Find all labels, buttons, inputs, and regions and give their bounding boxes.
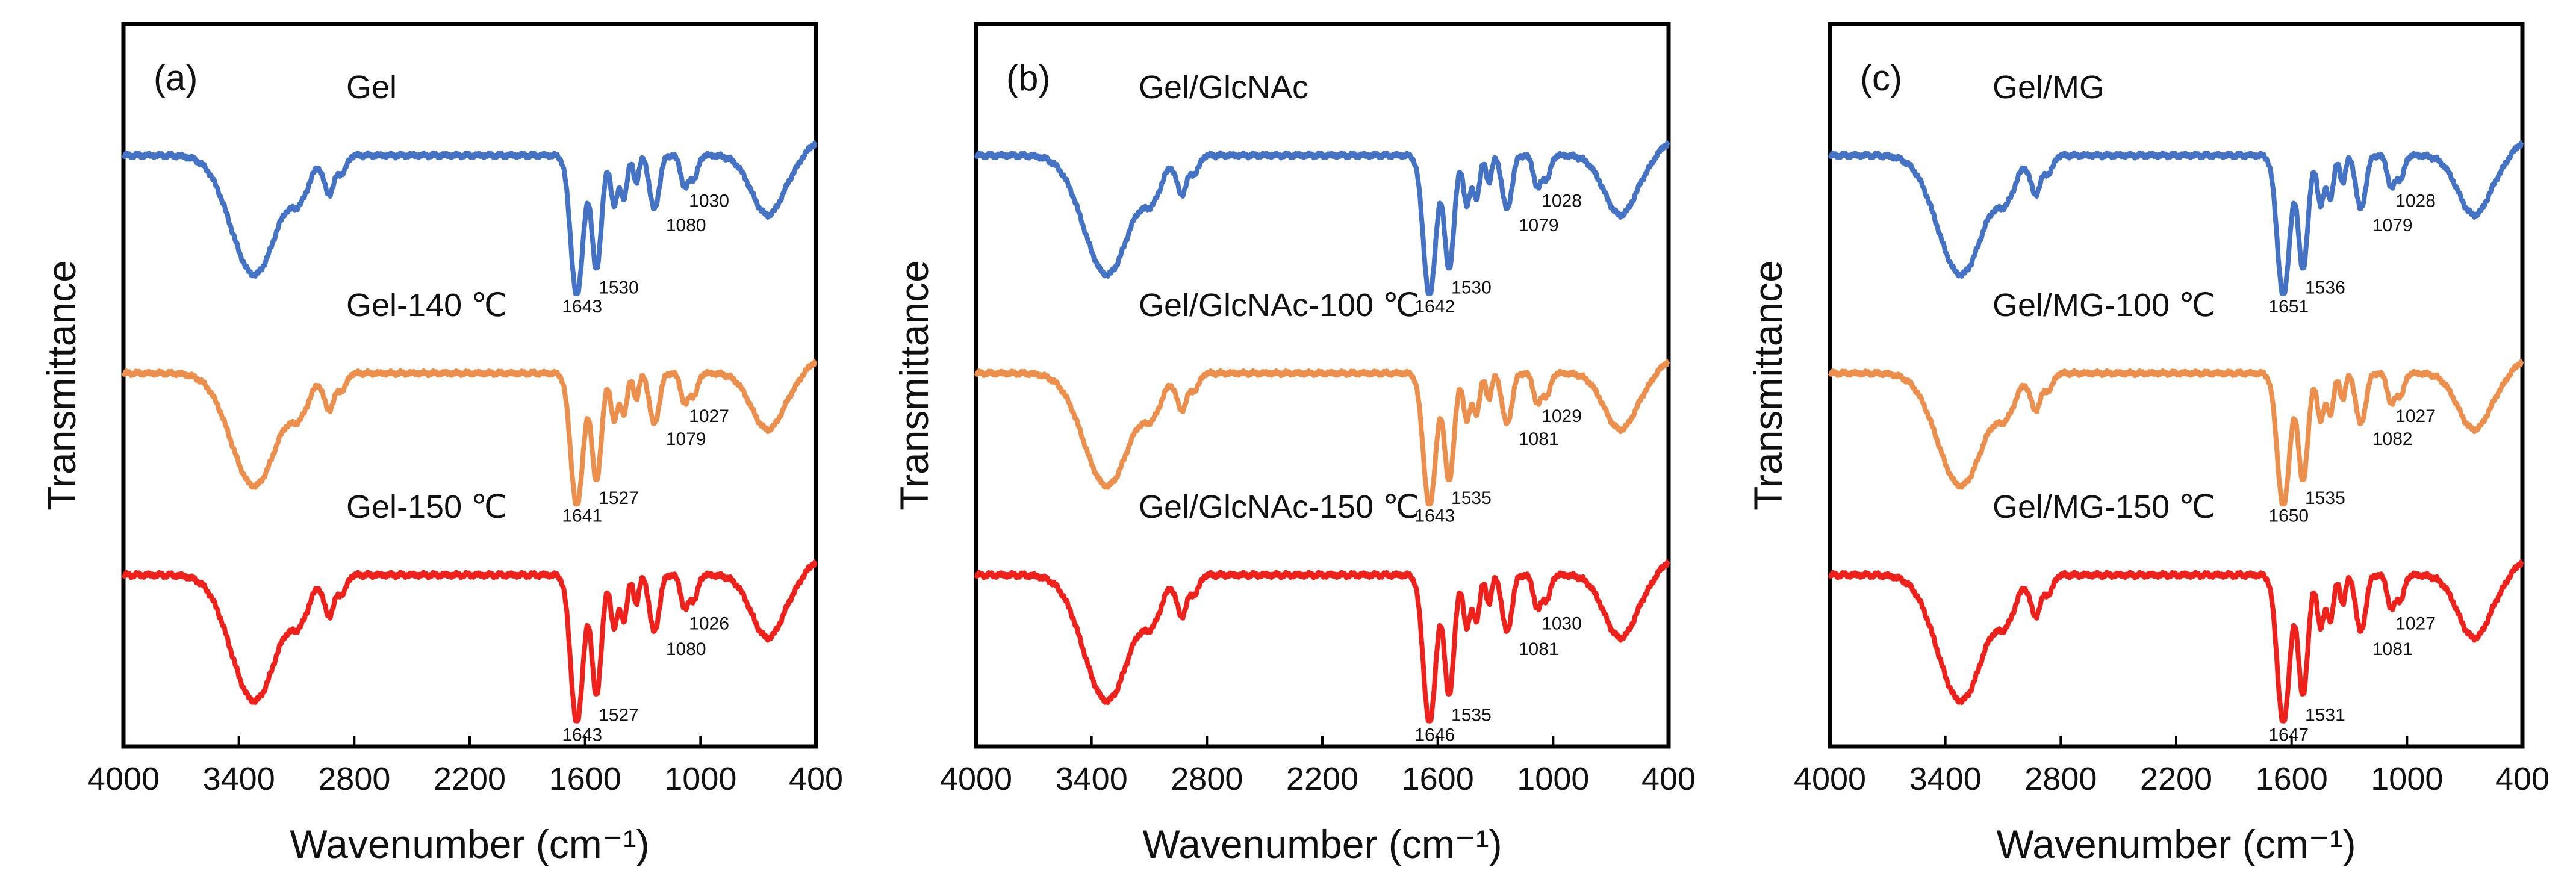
peak-label: 1081 bbox=[1519, 639, 1559, 659]
peak-label: 1535 bbox=[2305, 488, 2345, 508]
peak-label: 1079 bbox=[666, 429, 706, 449]
series-label: Gel-150 ℃ bbox=[346, 489, 508, 525]
series-line-3 bbox=[974, 559, 1670, 724]
peak-label: 1530 bbox=[1451, 278, 1492, 298]
peak-label: 1082 bbox=[2372, 429, 2413, 449]
peak-label: 1650 bbox=[2268, 506, 2309, 526]
x-tick-label: 1600 bbox=[1402, 761, 1474, 797]
peak-label: 1028 bbox=[1542, 191, 1582, 211]
peak-label: 1030 bbox=[689, 191, 729, 211]
peak-label: 1646 bbox=[1414, 725, 1455, 745]
peak-label: 1027 bbox=[689, 406, 729, 426]
y-axis-label: Transmittance bbox=[1746, 260, 1790, 511]
peak-label: 1079 bbox=[2372, 216, 2413, 235]
x-tick-label: 4000 bbox=[1794, 761, 1866, 797]
peak-label: 1081 bbox=[1519, 429, 1559, 449]
x-tick-label: 2200 bbox=[1286, 761, 1358, 797]
series-line-2 bbox=[974, 358, 1670, 507]
x-axis-label: Wavenumber (cm⁻¹) bbox=[1996, 822, 2356, 866]
x-tick-label: 1600 bbox=[2256, 761, 2328, 797]
series-line-3 bbox=[121, 559, 818, 724]
y-axis-label: Transmittance bbox=[39, 260, 84, 511]
peak-label: 1536 bbox=[2305, 278, 2345, 298]
x-tick-label: 1000 bbox=[1517, 761, 1589, 797]
peak-label: 1643 bbox=[562, 725, 602, 745]
x-tick-label: 400 bbox=[1641, 761, 1696, 797]
panel-label: (b) bbox=[1006, 58, 1050, 98]
series-line-3 bbox=[1828, 559, 2524, 724]
peak-label: 1527 bbox=[599, 488, 639, 508]
x-tick-label: 4000 bbox=[87, 761, 160, 797]
peak-label: 1527 bbox=[599, 705, 639, 725]
series-line-1 bbox=[974, 140, 1670, 296]
x-tick-label: 400 bbox=[789, 761, 843, 797]
peak-label: 1535 bbox=[1451, 705, 1492, 725]
x-tick-label: 2800 bbox=[1171, 761, 1243, 797]
peak-label: 1029 bbox=[1542, 406, 1582, 426]
x-tick-label: 3400 bbox=[203, 761, 275, 797]
series-label: Gel/GlcNAc-150 ℃ bbox=[1139, 489, 1419, 525]
x-tick-label: 1600 bbox=[549, 761, 621, 797]
x-axis-label: Wavenumber (cm⁻¹) bbox=[290, 822, 649, 866]
x-tick-label: 2200 bbox=[2140, 761, 2212, 797]
peak-label: 1028 bbox=[2395, 191, 2436, 211]
peak-label: 1081 bbox=[2372, 639, 2413, 659]
x-tick-label: 3400 bbox=[1909, 761, 1982, 797]
peak-label: 1647 bbox=[2268, 725, 2309, 745]
peak-label: 1643 bbox=[1414, 506, 1455, 526]
series-line-1 bbox=[1828, 140, 2524, 296]
peak-label: 1027 bbox=[2395, 613, 2436, 633]
x-tick-label: 1000 bbox=[664, 761, 736, 797]
peak-label: 1026 bbox=[689, 613, 729, 633]
peak-label: 1642 bbox=[1414, 297, 1455, 317]
x-tick-label: 3400 bbox=[1056, 761, 1128, 797]
series-line-1 bbox=[121, 140, 818, 296]
peak-label: 1080 bbox=[666, 216, 706, 235]
peak-label: 1080 bbox=[666, 639, 706, 659]
series-line-2 bbox=[1828, 358, 2524, 507]
y-axis-label: Transmittance bbox=[892, 260, 936, 511]
x-tick-label: 2800 bbox=[318, 761, 390, 797]
series-label: Gel/GlcNAc-100 ℃ bbox=[1139, 287, 1419, 323]
peak-label: 1531 bbox=[2305, 705, 2345, 725]
x-axis-label: Wavenumber (cm⁻¹) bbox=[1142, 822, 1502, 866]
peak-label: 1641 bbox=[562, 506, 602, 526]
panel-label: (c) bbox=[1860, 58, 1902, 98]
peak-label: 1530 bbox=[599, 278, 639, 298]
panel-3: (c) Transmittance 4000 3400 2800 2200 1600 1000… bbox=[1746, 22, 2550, 866]
peak-label: 1535 bbox=[1451, 488, 1492, 508]
x-tick-label: 4000 bbox=[940, 761, 1012, 797]
series-line-2 bbox=[121, 358, 818, 507]
panel-2: (b) Transmittance 4000 3400 2800 2200 1600 1000… bbox=[892, 22, 1696, 866]
series-label: Gel/MG-100 ℃ bbox=[1993, 287, 2215, 323]
panel-label: (a) bbox=[154, 58, 198, 98]
panel-1: (a) Transmittance 4000 3400 2800 2200 1600 1000… bbox=[39, 22, 843, 866]
x-tick-label: 1000 bbox=[2371, 761, 2443, 797]
peak-label: 1651 bbox=[2268, 297, 2309, 317]
peak-label: 1643 bbox=[562, 297, 602, 317]
x-tick-label: 2200 bbox=[434, 761, 506, 797]
peak-label: 1027 bbox=[2395, 406, 2436, 426]
series-label: Gel-140 ℃ bbox=[346, 287, 508, 323]
series-label: Gel/MG bbox=[1993, 69, 2105, 105]
series-label: Gel bbox=[346, 69, 397, 105]
series-label: Gel/GlcNAc bbox=[1139, 69, 1308, 105]
x-tick-label: 400 bbox=[2495, 761, 2550, 797]
series-label: Gel/MG-150 ℃ bbox=[1993, 489, 2215, 525]
peak-label: 1079 bbox=[1519, 216, 1559, 235]
x-tick-label: 2800 bbox=[2024, 761, 2097, 797]
peak-label: 1030 bbox=[1542, 613, 1582, 633]
